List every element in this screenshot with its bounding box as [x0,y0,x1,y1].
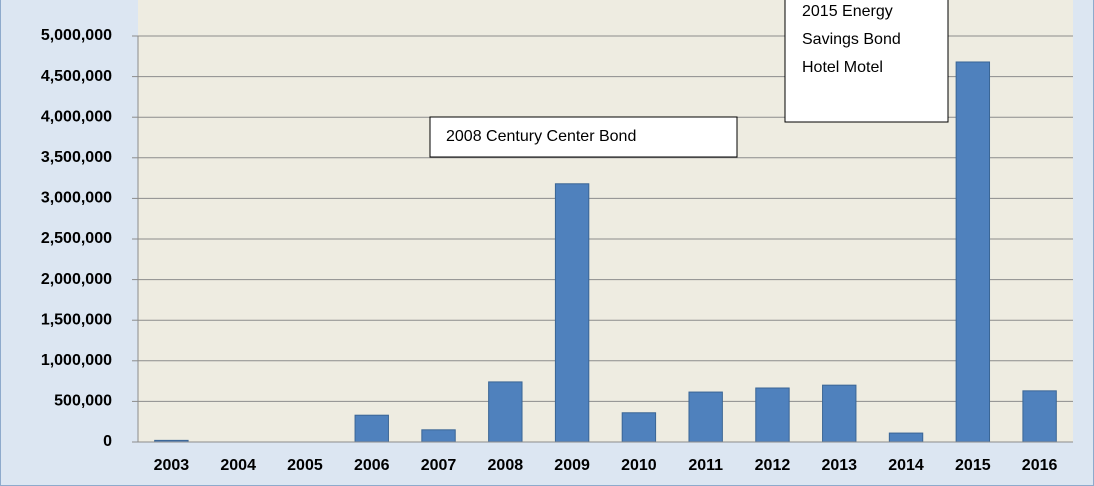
y-tick-label: 0 [103,433,112,450]
bar [1022,390,1057,443]
bar [421,429,456,443]
bar [955,61,991,443]
bar [354,414,389,443]
x-tick-label: 2010 [621,457,657,474]
bar [621,412,657,443]
annotation-text: Hotel Motel [802,59,883,76]
x-tick-label: 2004 [220,457,256,474]
bar [755,387,790,443]
x-tick-label: 2006 [354,457,390,474]
y-tick-label: 4,500,000 [41,68,112,85]
bar [488,381,523,443]
x-tick-label: 2015 [955,457,991,474]
y-tick-label: 1,000,000 [41,352,112,369]
x-tick-label: 2011 [688,457,723,474]
bar [822,384,857,443]
annotation-text: 2015 Energy [802,3,893,20]
x-tick-label: 2013 [821,457,857,474]
y-tick-label: 3,500,000 [41,149,112,166]
x-tick-label: 2005 [287,457,323,474]
x-tick-label: 2009 [554,457,590,474]
x-tick-label: 2012 [755,457,791,474]
bar [888,432,924,443]
y-tick-label: 3,000,000 [41,190,112,207]
y-tick-label: 1,500,000 [41,311,112,328]
annotation-text: 2008 Century Center Bond [446,128,636,145]
x-tick-label: 2016 [1022,457,1058,474]
y-tick-label: 500,000 [54,393,112,410]
x-tick-label: 2008 [488,457,524,474]
bar [688,391,723,443]
annotation-box [429,116,738,158]
y-tick-label: 5,000,000 [41,27,112,44]
x-tick-label: 2003 [154,457,190,474]
annotation-text: Savings Bond [802,31,901,48]
x-tick-label: 2014 [888,457,924,474]
y-tick-label: 2,500,000 [41,230,112,247]
annotation-box [784,0,949,123]
y-tick-label: 4,000,000 [41,108,112,125]
x-tick-label: 2007 [421,457,457,474]
bar [554,183,590,443]
y-tick-label: 2,000,000 [41,271,112,288]
